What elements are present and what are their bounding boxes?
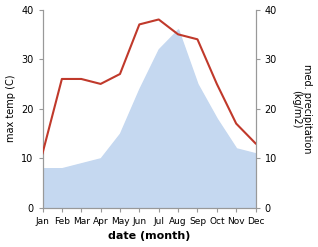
Y-axis label: med. precipitation
(kg/m2): med. precipitation (kg/m2): [291, 64, 313, 153]
X-axis label: date (month): date (month): [108, 231, 190, 242]
Y-axis label: max temp (C): max temp (C): [5, 75, 16, 143]
